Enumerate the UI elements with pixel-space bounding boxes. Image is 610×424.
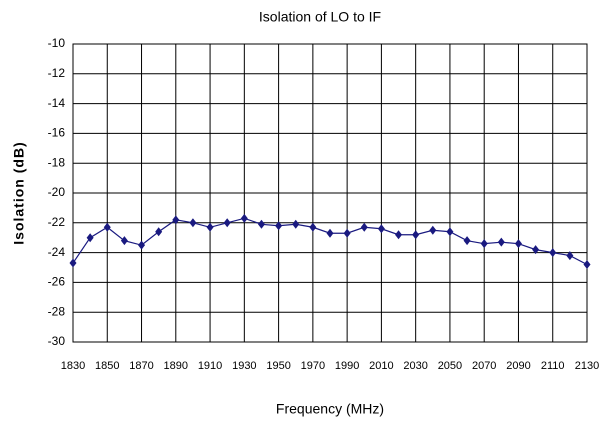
y-tick-label: -26 [48,275,66,289]
data-point [257,219,265,229]
x-tick-label: 1970 [301,360,325,372]
y-tick-label: -16 [48,126,66,140]
x-tick-label: 2050 [438,360,462,372]
data-point [172,215,180,225]
data-point [412,230,420,240]
data-point [223,218,231,228]
x-tick-label: 1950 [266,360,290,372]
chart-title: Isolation of LO to IF [259,9,381,25]
data-point [69,258,77,268]
data-point [549,248,557,258]
data-point [532,245,540,255]
data-point [446,227,454,237]
series-line [72,217,588,266]
data-point [395,230,403,240]
data-point [120,236,128,246]
x-tick-label: 1890 [164,360,188,372]
data-point [514,239,522,249]
data-point [240,213,248,223]
y-tick-label: -22 [48,215,66,229]
data-point [189,218,197,228]
x-tick-label: 1990 [335,360,359,372]
x-tick-label: 2010 [369,360,393,372]
data-point [103,222,111,232]
data-point [360,222,368,232]
x-tick-label: 2070 [472,360,496,372]
y-tick-label: -14 [48,96,66,110]
x-axis-label: Frequency (MHz) [276,401,384,417]
y-tick-label: -10 [48,36,66,50]
x-tick-label: 2030 [403,360,427,372]
data-point [292,219,300,229]
data-point [583,260,591,270]
x-tick-label: 2110 [541,360,565,372]
data-point [275,221,283,231]
y-axis-label: Isolation (dB) [11,141,27,244]
y-tick-label: -24 [48,245,66,259]
data-point [138,240,146,250]
x-tick-label: 1830 [61,360,85,372]
data-point [326,228,334,238]
data-point [309,222,317,232]
data-point [377,224,385,234]
x-tick-label: 1910 [198,360,222,372]
data-point [566,251,574,261]
plot-border [72,43,588,343]
data-point [86,233,94,243]
data-point [497,237,505,247]
data-point [155,227,163,237]
y-tick-label: -18 [48,155,66,169]
y-tick-label: -20 [48,185,66,199]
x-tick-label: 2130 [575,360,599,372]
data-point [206,222,214,232]
x-tick-label: 1930 [232,360,256,372]
y-tick-label: -28 [48,304,66,318]
y-tick-label: -30 [48,334,66,348]
data-point [463,236,471,246]
x-tick-label: 2090 [506,360,530,372]
data-point [480,239,488,249]
y-tick-label: -12 [48,66,66,80]
data-point [343,228,351,238]
x-tick-label: 1870 [129,360,153,372]
data-point [429,225,437,235]
x-tick-label: 1850 [95,360,119,372]
